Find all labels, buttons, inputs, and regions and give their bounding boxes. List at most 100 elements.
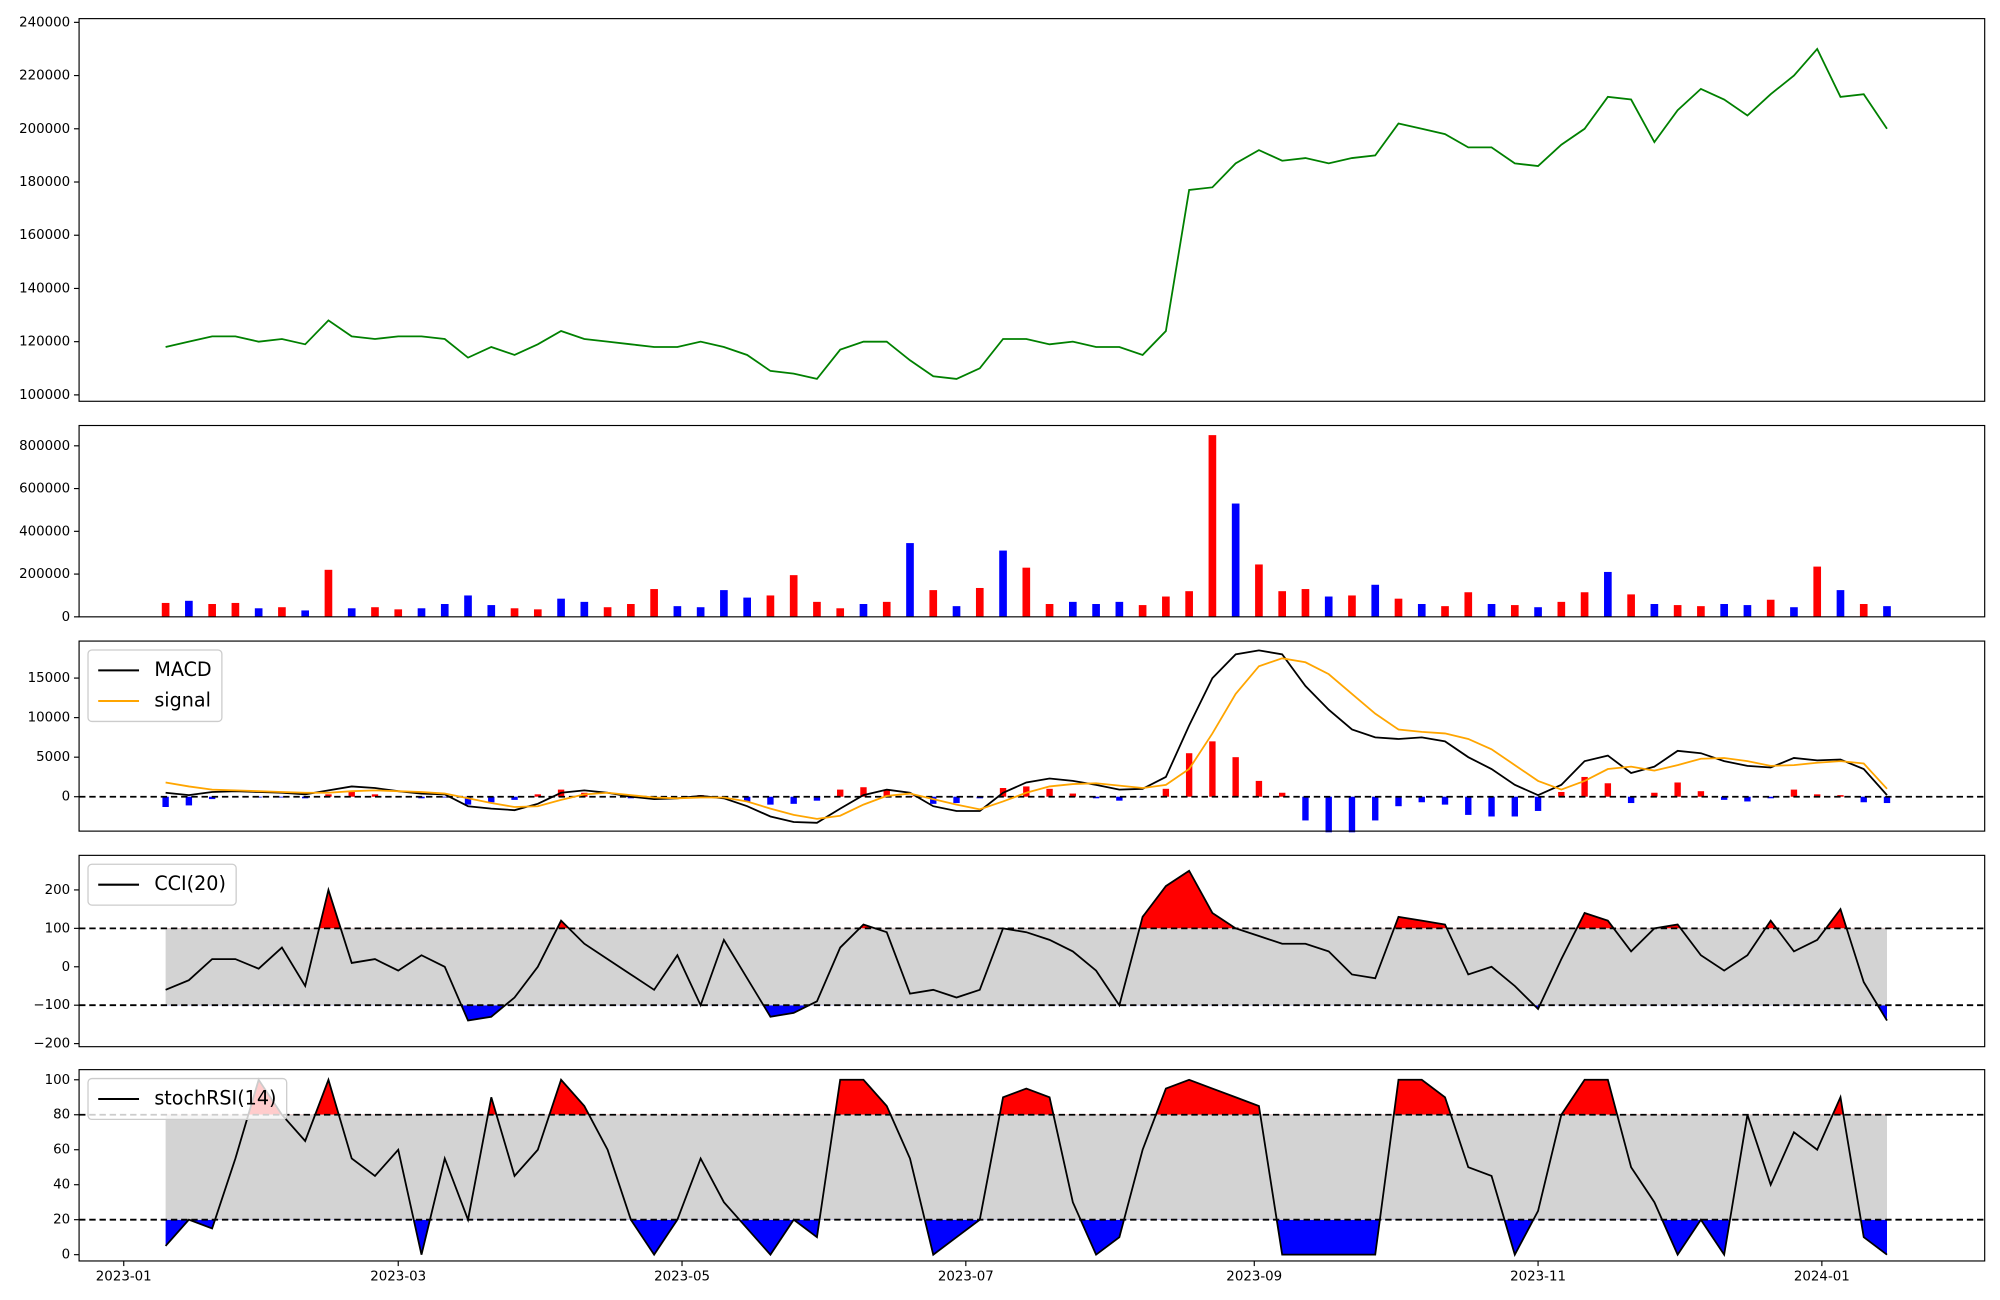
histogram-bar xyxy=(1720,796,1728,800)
panel-frame xyxy=(78,640,1986,832)
volume-bar xyxy=(720,590,728,617)
histogram-bar xyxy=(185,796,193,806)
y-tick-label: 0 xyxy=(62,610,71,625)
panel-frame xyxy=(78,424,1986,618)
volume-bar xyxy=(1464,592,1473,617)
volume-bar xyxy=(1045,604,1054,617)
y-tick-label: 100 xyxy=(45,1073,71,1088)
volume-bar xyxy=(1092,604,1100,617)
volume-bar xyxy=(1324,596,1333,617)
histogram-bar xyxy=(767,796,774,805)
histogram-bar xyxy=(1325,796,1332,833)
y-tick-label: 140000 xyxy=(19,281,70,296)
y-tick-label: 60 xyxy=(53,1143,70,1158)
volume-bar xyxy=(1580,592,1589,617)
volume-bar xyxy=(999,550,1007,617)
series-line xyxy=(165,649,1888,824)
histogram-bar xyxy=(1744,796,1751,802)
histogram-bar xyxy=(1488,796,1495,817)
x-tick-label: 2023-07 xyxy=(938,1269,994,1284)
volume-bar xyxy=(696,607,705,617)
y-tick-label: 0 xyxy=(62,960,71,975)
volume-bar xyxy=(789,575,798,617)
series-line xyxy=(164,1076,1888,1258)
volume-bar xyxy=(766,595,775,617)
histogram-bar xyxy=(1255,780,1263,797)
volume-bar xyxy=(743,597,751,617)
panel: 0 200000 400000 600000 800000 xyxy=(19,424,1986,625)
price-line xyxy=(165,47,1888,380)
y-tick-label: 40 xyxy=(53,1178,70,1193)
volume-bar xyxy=(510,608,519,617)
x-tick-label: 2023-11 xyxy=(1510,1269,1566,1284)
volume-bar xyxy=(231,602,240,617)
y-tick-label: 600000 xyxy=(19,482,70,497)
volume-bar xyxy=(1697,606,1705,617)
band xyxy=(165,928,1887,1006)
histogram-bar xyxy=(488,796,495,803)
y-tick-label: −100 xyxy=(33,998,70,1013)
y-tick-label: 240000 xyxy=(19,15,70,30)
histogram-bar xyxy=(1441,796,1449,805)
y-tick-label: 200 xyxy=(45,883,71,898)
legend-label: MACD xyxy=(154,658,211,681)
legend-label: CCI(20) xyxy=(154,872,226,895)
volume-bar xyxy=(603,607,612,617)
y-tick-label: 160000 xyxy=(19,228,70,243)
y-tick-label: −200 xyxy=(33,1037,70,1052)
volume-bar xyxy=(673,606,682,617)
panel: 0 20 40 60 80 100 2023-01 2023-03 2023-05 2023-07… xyxy=(45,1069,1986,1284)
histogram-bar xyxy=(511,796,518,800)
volume-bar xyxy=(1394,598,1403,617)
histogram-bar xyxy=(1092,796,1100,799)
volume-bar xyxy=(1162,596,1170,617)
volume-bar xyxy=(1650,604,1659,617)
volume-bar xyxy=(208,604,216,617)
histogram-bar xyxy=(1790,789,1798,797)
volume-bar xyxy=(1510,605,1519,617)
volume-bar xyxy=(1417,604,1426,617)
volume-bar xyxy=(557,598,565,617)
x-tick-label: 2023-09 xyxy=(1226,1269,1282,1284)
legend: CCI(20) xyxy=(87,863,237,906)
y-tick-label: 0 xyxy=(62,1248,71,1263)
panel: −200 −100 0 100 200 CCI(20) xyxy=(33,854,1986,1052)
histogram-bar xyxy=(1023,786,1030,797)
volume-bar xyxy=(1836,590,1845,617)
volume-bar xyxy=(1883,606,1891,617)
volume-bar xyxy=(417,608,426,617)
volume-bar xyxy=(487,605,496,617)
y-tick-label: 5000 xyxy=(36,750,70,765)
histogram-bar xyxy=(1162,788,1170,797)
y-tick-label: 180000 xyxy=(19,175,70,190)
histogram-bar xyxy=(953,796,960,804)
histogram-bar xyxy=(1372,796,1379,821)
histogram-bar xyxy=(1116,796,1123,801)
histogram-bar xyxy=(534,794,541,797)
histogram-bar xyxy=(1395,796,1402,807)
volume-bar xyxy=(254,608,263,617)
below-fill xyxy=(165,1219,1887,1255)
volume-bar xyxy=(1348,595,1356,617)
y-tick-label: 10000 xyxy=(28,711,71,726)
volume-bar xyxy=(464,595,472,617)
y-tick-label: 100000 xyxy=(19,388,70,403)
volume-bar xyxy=(1720,604,1728,617)
volume-bar xyxy=(440,604,449,617)
histogram-bar xyxy=(1767,796,1774,799)
volume-bar xyxy=(1069,601,1077,617)
histogram-bar xyxy=(1651,792,1658,797)
volume-bar xyxy=(1813,566,1822,617)
volume-bar xyxy=(1022,567,1031,617)
volume-bar xyxy=(1301,589,1310,617)
histogram-bar xyxy=(1418,796,1425,803)
panel: 100000 120000 140000 160000 180000 200000 2200… xyxy=(19,15,1986,403)
panel: 0 5000 10000 15000 MACD signal xyxy=(28,640,1986,833)
histogram-bar xyxy=(813,796,821,801)
histogram-bar xyxy=(1046,788,1053,797)
volume-bar xyxy=(580,601,589,617)
histogram-bar xyxy=(464,796,472,805)
volume-bar xyxy=(650,589,658,617)
y-tick-label: 80 xyxy=(53,1108,70,1123)
volume-bar xyxy=(627,604,635,617)
